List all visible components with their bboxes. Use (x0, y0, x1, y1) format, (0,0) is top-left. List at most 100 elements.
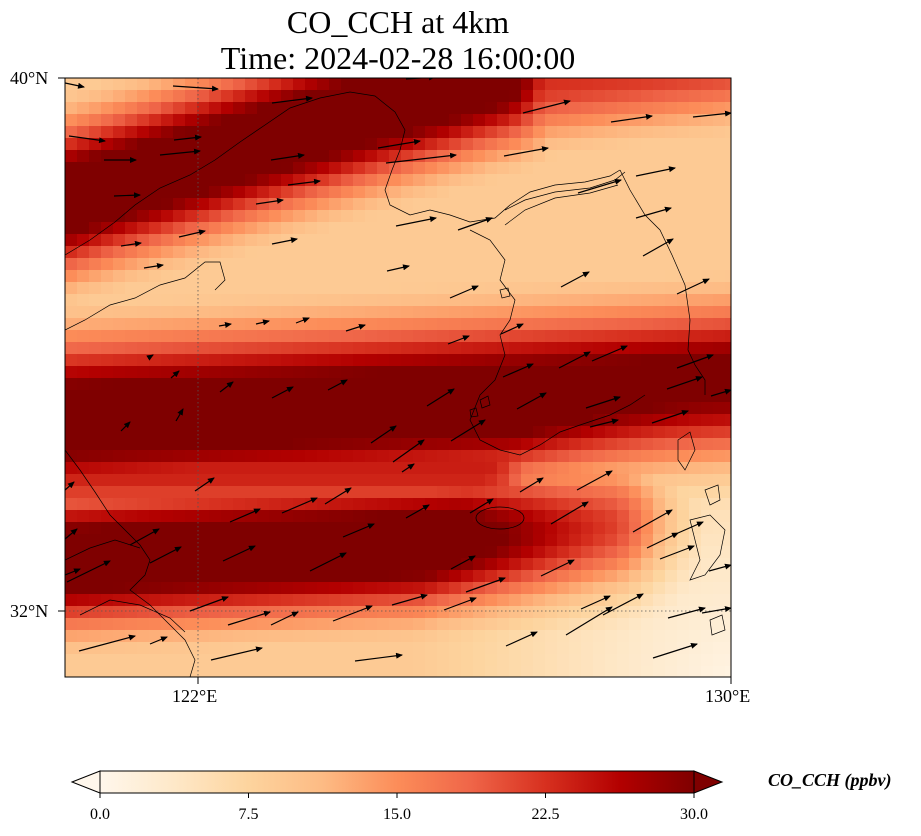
heatmap-cell (113, 150, 126, 163)
heatmap-cell (257, 162, 270, 175)
heatmap-cell (557, 90, 570, 103)
heatmap-cell (281, 210, 294, 223)
heatmap-cell (713, 198, 726, 211)
heatmap-cell (509, 342, 522, 355)
heatmap-cell (713, 150, 726, 163)
heatmap-cell (341, 462, 354, 475)
heatmap-cell (617, 366, 630, 379)
heatmap-cell (725, 474, 731, 487)
heatmap-cell (713, 666, 726, 677)
heatmap-cell (269, 114, 282, 127)
heatmap-cell (461, 234, 474, 247)
heatmap-cell (665, 174, 678, 187)
heatmap-cell (257, 402, 270, 415)
heatmap-cell (353, 78, 366, 91)
heatmap-cell (281, 90, 294, 103)
heatmap-cell (293, 582, 306, 595)
heatmap-cell (209, 366, 222, 379)
heatmap-cell (581, 438, 594, 451)
heatmap-cell (317, 666, 330, 677)
heatmap-cell (557, 666, 570, 677)
heatmap-cell (521, 570, 534, 583)
heatmap-cell (665, 618, 678, 631)
heatmap-cell (65, 114, 78, 127)
heatmap-cell (137, 258, 150, 271)
heatmap-cell (77, 486, 90, 499)
heatmap-cell (581, 486, 594, 499)
heatmap-cell (617, 558, 630, 571)
heatmap-cell (545, 486, 558, 499)
heatmap-cell (581, 90, 594, 103)
heatmap-cell (557, 474, 570, 487)
heatmap-cell (161, 570, 174, 583)
heatmap-cell (545, 522, 558, 535)
heatmap-cell (677, 654, 690, 667)
heatmap-cell (317, 234, 330, 247)
heatmap-cell (593, 426, 606, 439)
heatmap-cell (65, 390, 78, 403)
heatmap-cell (209, 642, 222, 655)
heatmap-cell (293, 294, 306, 307)
heatmap-cell (605, 486, 618, 499)
heatmap-cell (245, 402, 258, 415)
heatmap-cell (137, 90, 150, 103)
heatmap-cell (557, 282, 570, 295)
heatmap-cell (617, 414, 630, 427)
heatmap-cell (341, 138, 354, 151)
heatmap-cell (557, 162, 570, 175)
heatmap-cell (293, 366, 306, 379)
heatmap-cell (653, 582, 666, 595)
heatmap-cell (317, 390, 330, 403)
heatmap-cell (605, 234, 618, 247)
heatmap-cell (389, 222, 402, 235)
heatmap-cell (473, 210, 486, 223)
heatmap-cell (725, 390, 731, 403)
heatmap-cell (605, 330, 618, 343)
heatmap-cell (533, 486, 546, 499)
heatmap-cell (641, 642, 654, 655)
heatmap-cell (221, 534, 234, 547)
heatmap-cell (125, 102, 138, 115)
heatmap-cell (305, 138, 318, 151)
heatmap-cell (197, 258, 210, 271)
heatmap-cell (365, 114, 378, 127)
heatmap-cell (437, 402, 450, 415)
heatmap-cell (113, 246, 126, 259)
heatmap-cell (377, 270, 390, 283)
heatmap-cell (557, 342, 570, 355)
heatmap-cell (437, 78, 450, 91)
heatmap-cell (461, 582, 474, 595)
heatmap-cell (701, 666, 714, 677)
heatmap-cell (89, 558, 102, 571)
heatmap-cell (689, 438, 702, 451)
heatmap-cell (437, 282, 450, 295)
heatmap-cell (173, 234, 186, 247)
heatmap-cell (473, 498, 486, 511)
heatmap-cell (665, 666, 678, 677)
heatmap-cell (461, 270, 474, 283)
heatmap-cell (173, 198, 186, 211)
heatmap-cell (389, 246, 402, 259)
heatmap-cell (89, 246, 102, 259)
heatmap-cell (389, 666, 402, 677)
heatmap-cell (461, 642, 474, 655)
heatmap-cell (341, 294, 354, 307)
heatmap-cell (89, 630, 102, 643)
heatmap-cell (425, 534, 438, 547)
heatmap-cell (425, 606, 438, 619)
heatmap-cell (533, 438, 546, 451)
heatmap-cell (509, 174, 522, 187)
heatmap-cell (485, 78, 498, 91)
heatmap-cell (221, 402, 234, 415)
heatmap-cell (617, 102, 630, 115)
heatmap-cell (257, 378, 270, 391)
heatmap-cell (557, 354, 570, 367)
heatmap-cell (65, 234, 78, 247)
heatmap-cell (557, 246, 570, 259)
heatmap-cell (269, 414, 282, 427)
heatmap-cell (485, 270, 498, 283)
heatmap-cell (341, 330, 354, 343)
heatmap-cell (65, 378, 78, 391)
heatmap-cell (377, 162, 390, 175)
heatmap-cell (245, 594, 258, 607)
